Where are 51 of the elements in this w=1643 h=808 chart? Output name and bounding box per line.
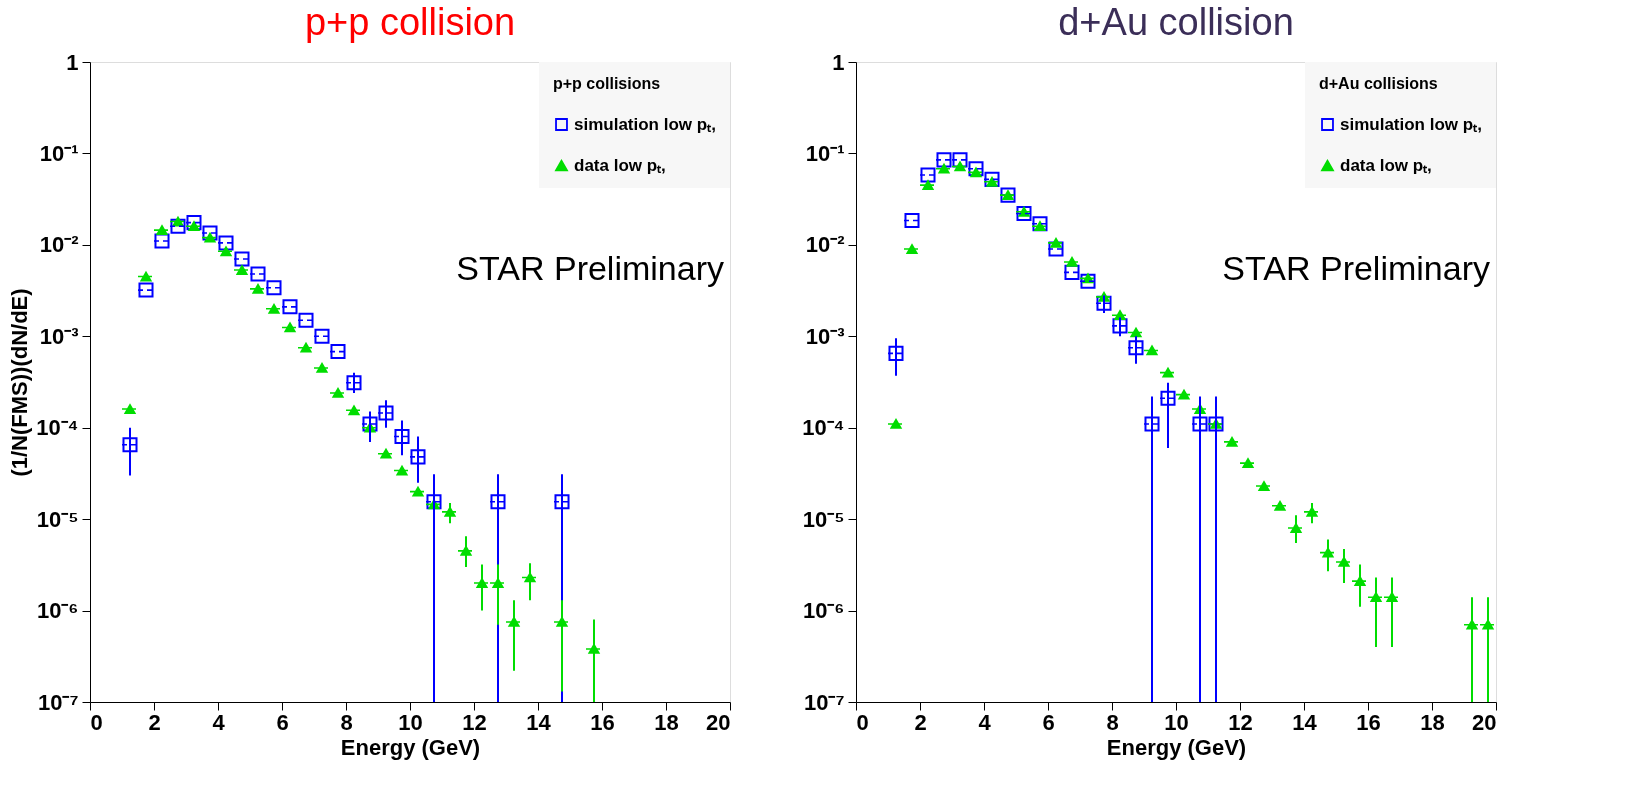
legend-label: data low pₜ, [1340,155,1432,175]
legend-title: d+Au collisions [1319,75,1438,92]
chart-title: p+p collision [304,1,516,43]
x-tick-label: 12 [462,709,487,735]
legend-label: data low pₜ, [574,155,666,175]
legend-title: p+p collisions [553,75,661,92]
x-tick-label: 20 [1472,709,1497,735]
x-tick-label: 2 [914,709,927,735]
x-axis-title: Energy (GeV) [1106,734,1247,760]
x-tick-label: 4 [978,709,992,735]
x-tick-label: 16 [1356,709,1381,735]
x-tick-label: 10 [1164,709,1189,735]
x-axis-title: Energy (GeV) [340,734,481,760]
x-tick-label: 12 [1228,709,1253,735]
y-tick-label: 10⁻⁷ [37,689,79,715]
x-tick-label: 8 [1106,709,1119,735]
y-tick-label: 10⁻⁴ [802,415,845,441]
y-tick-label: 10⁻¹ [39,140,79,166]
x-tick-label: 0 [856,709,869,735]
annotation: STAR Preliminary [456,249,724,287]
y-axis-title: (1/N(FMS))(dN/dE) [7,288,33,477]
chart-title: d+Au collision [1058,1,1294,43]
x-tick-label: 6 [1042,709,1055,735]
y-tick-label: 10⁻² [39,232,79,258]
y-tick-label: 10⁻⁶ [802,598,845,624]
y-tick-label: 10⁻⁷ [803,689,845,715]
y-tick-label: 1 [832,49,845,75]
x-tick-label: 20 [706,709,731,735]
x-tick-label: 2 [148,709,161,735]
x-tick-label: 4 [212,709,226,735]
y-tick-label: 10⁻⁵ [36,506,79,532]
x-tick-label: 16 [590,709,615,735]
y-tick-label: 10⁻⁶ [36,598,79,624]
annotation: STAR Preliminary [1222,249,1490,287]
x-tick-label: 0 [90,709,103,735]
y-tick-label: 10⁻⁴ [36,415,79,441]
y-tick-label: 1 [66,49,79,75]
x-tick-label: 14 [526,709,552,735]
y-tick-label: 10⁻⁵ [802,506,845,532]
x-tick-label: 18 [1420,709,1445,735]
x-tick-label: 14 [1292,709,1318,735]
legend-label: simulation low pₜ, [574,114,716,134]
y-tick-label: 10⁻² [805,232,845,258]
x-tick-label: 8 [340,709,353,735]
y-tick-label: 10⁻³ [805,323,845,349]
x-tick-label: 10 [398,709,423,735]
x-tick-label: 18 [654,709,679,735]
legend-label: simulation low pₜ, [1340,114,1482,134]
y-tick-label: 10⁻³ [39,323,79,349]
y-tick-label: 10⁻¹ [805,140,845,166]
x-tick-label: 6 [276,709,289,735]
